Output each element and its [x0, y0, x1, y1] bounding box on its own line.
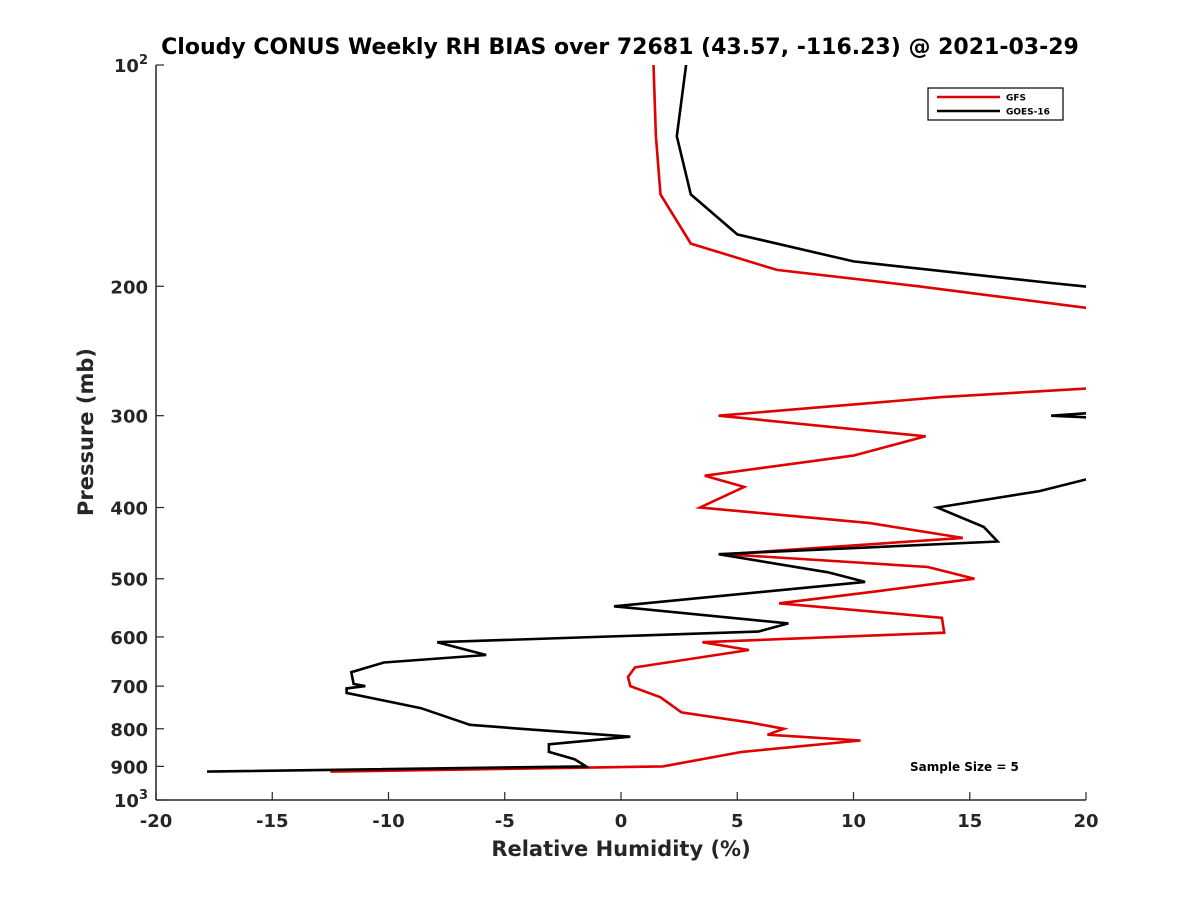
x-tick-label: -5 [495, 811, 515, 832]
legend-box [927, 87, 1064, 121]
x-tick-label: -10 [372, 811, 405, 832]
y-tick-label: 700 [110, 677, 148, 698]
y-ticks: 102 200 300 400 500 600 700 800 900 103 [110, 53, 164, 812]
x-tick-label: 20 [1073, 811, 1098, 832]
x-tick-label: 10 [841, 811, 866, 832]
legend: GFS GOES-16 [927, 87, 1064, 121]
series-line-gfs [330, 65, 1086, 773]
y-tick-label: 900 [110, 757, 148, 778]
x-tick-label: -15 [256, 811, 289, 832]
y-tick-label: 800 [110, 720, 148, 741]
y-tick-label: 500 [110, 570, 148, 591]
legend-label-gfs: GFS [1006, 94, 1026, 104]
series-line-goes16 [207, 65, 1086, 773]
x-tick-label: -20 [140, 811, 173, 832]
y-tick-label: 200 [110, 277, 148, 298]
y-tick-label: 400 [110, 499, 148, 520]
y-tick-label: 300 [110, 407, 148, 428]
y-axis-label: Pressure (mb) [74, 348, 98, 516]
x-tick-label: 15 [957, 811, 982, 832]
x-tick-label: 5 [731, 811, 744, 832]
x-tick-label: 0 [615, 811, 628, 832]
y-tick-label: 600 [110, 628, 148, 649]
series-layer [207, 65, 1086, 773]
y-tick-label: 103 [114, 788, 148, 812]
legend-label-goes16: GOES-16 [1006, 108, 1050, 118]
chart-title: Cloudy CONUS Weekly RH BIAS over 72681 (… [161, 35, 1079, 60]
sample-size-annotation: Sample Size = 5 [910, 760, 1019, 774]
y-tick-label: 102 [114, 53, 148, 77]
x-ticks: -20 -15 -10 -5 0 5 10 15 20 [140, 792, 1099, 832]
plot-area: -20 -15 -10 -5 0 5 10 15 20 102 200 300 400 500 600 70… [110, 53, 1098, 832]
x-axis-label: Relative Humidity (%) [491, 837, 750, 861]
